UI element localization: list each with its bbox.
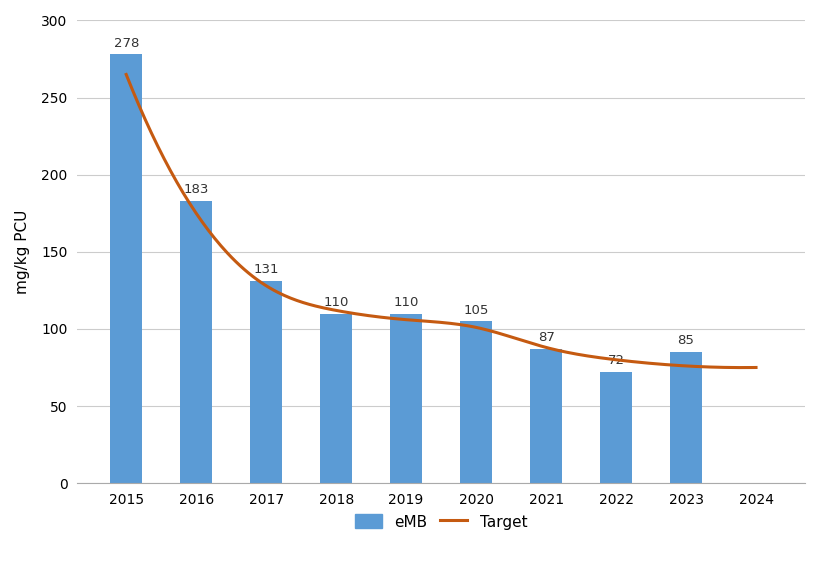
Bar	[459, 321, 491, 483]
Bar	[390, 314, 421, 483]
Text: 278: 278	[113, 37, 138, 50]
Legend: eMB, Target: eMB, Target	[348, 508, 533, 536]
Text: 85: 85	[676, 335, 694, 347]
Bar	[600, 372, 631, 483]
Text: 183: 183	[183, 183, 209, 196]
Bar	[250, 281, 282, 483]
Y-axis label: mg/kg PCU: mg/kg PCU	[15, 210, 30, 294]
Bar	[111, 54, 142, 483]
Bar	[530, 349, 561, 483]
Text: 87: 87	[537, 331, 554, 345]
Bar	[320, 314, 351, 483]
Text: 110: 110	[323, 296, 348, 309]
Bar	[180, 201, 211, 483]
Text: 105: 105	[463, 304, 488, 317]
Bar	[669, 352, 701, 483]
Text: 72: 72	[607, 354, 624, 367]
Text: 110: 110	[393, 296, 419, 309]
Text: 131: 131	[253, 263, 278, 276]
